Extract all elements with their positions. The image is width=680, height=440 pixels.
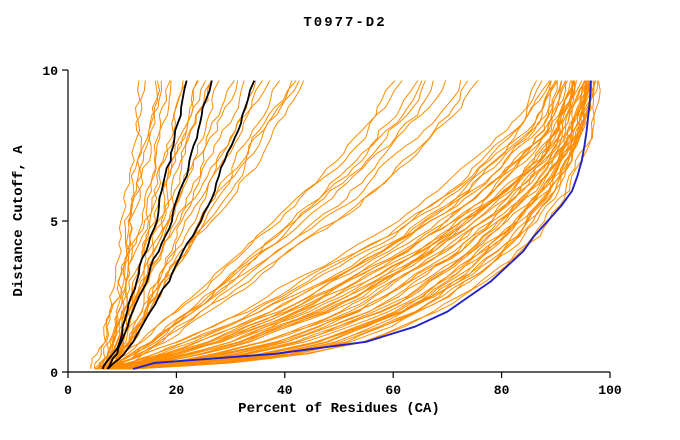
model-curve <box>113 80 577 370</box>
model-curve <box>107 80 423 370</box>
model-curve <box>94 80 162 370</box>
model-curve <box>106 80 552 370</box>
model-curve <box>103 80 551 370</box>
x-tick-label: 100 <box>598 383 622 398</box>
model-curve <box>117 80 583 370</box>
model-curve <box>96 80 184 370</box>
model-curve <box>108 80 567 370</box>
x-tick-label: 20 <box>169 383 185 398</box>
model-curve <box>109 80 574 370</box>
model-curve <box>105 80 571 370</box>
model-curve <box>107 80 556 370</box>
model-curve <box>102 80 403 370</box>
model-curve <box>121 80 591 370</box>
y-tick-label: 10 <box>42 64 58 79</box>
model-curve <box>94 80 538 370</box>
model-curve <box>110 80 558 370</box>
y-axis-label: Distance Cutoff, A <box>11 145 27 297</box>
model-curve <box>129 80 588 370</box>
reference-curve <box>106 80 213 370</box>
model-curve <box>105 80 396 370</box>
y-tick-label: 5 <box>50 215 58 230</box>
model-curve <box>109 80 207 370</box>
model-curve <box>104 80 305 370</box>
model-curve <box>115 80 587 370</box>
model-curve <box>101 80 563 370</box>
model-curve <box>101 80 161 370</box>
model-curve <box>110 80 569 370</box>
reference-curves-group <box>101 80 256 370</box>
x-tick-label: 0 <box>64 383 72 398</box>
model-curve <box>112 80 577 370</box>
model-curve <box>101 80 198 370</box>
model-curve <box>103 80 479 370</box>
model-curve <box>111 80 558 370</box>
model-curve <box>97 80 552 370</box>
model-curve <box>97 80 213 370</box>
model-curve <box>117 80 587 370</box>
x-tick-label: 40 <box>277 383 293 398</box>
model-curve <box>103 80 297 370</box>
chart-title: T0977-D2 <box>303 15 386 31</box>
plot-area: 0 20 40 60 80 100 0 5 10 <box>42 64 622 398</box>
model-curve <box>130 80 589 370</box>
model-curve <box>98 80 146 370</box>
highlight-model-curve <box>132 80 592 370</box>
x-tick-label: 60 <box>385 383 401 398</box>
model-curve <box>102 80 426 370</box>
model-curve <box>109 80 257 370</box>
model-curve <box>108 80 434 370</box>
x-tick-label: 80 <box>494 383 510 398</box>
model-curve <box>132 80 595 370</box>
model-curve <box>93 80 159 370</box>
model-curve <box>110 80 574 370</box>
model-curve <box>96 80 220 370</box>
reference-curve <box>107 80 256 370</box>
model-curve <box>123 80 585 370</box>
reference-curve <box>101 80 188 370</box>
model-curve <box>127 80 597 370</box>
model-curve <box>90 80 141 370</box>
model-curve <box>107 80 235 370</box>
y-tick-label: 0 <box>50 366 58 381</box>
model-curve <box>131 80 597 370</box>
x-axis-label: Percent of Residues (CA) <box>238 401 440 417</box>
model-curves-group <box>90 80 601 370</box>
